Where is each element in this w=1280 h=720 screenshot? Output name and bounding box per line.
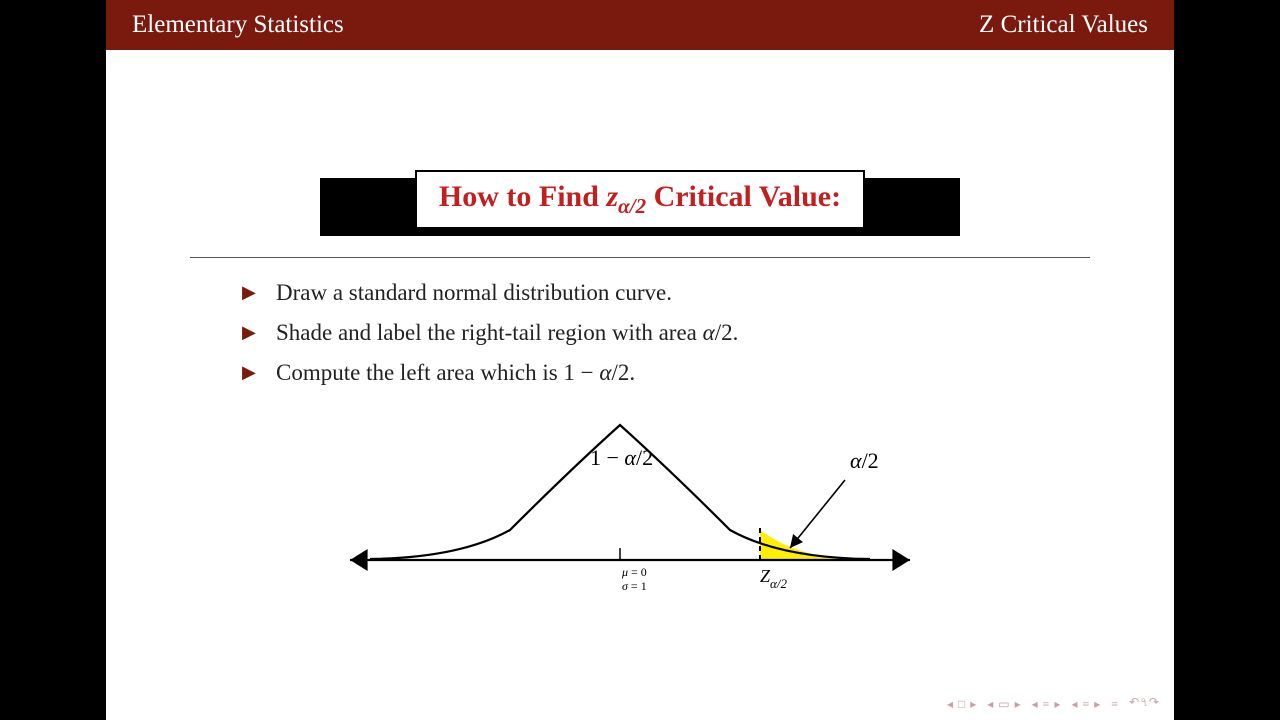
title-symbol-sub: α/2 [618, 194, 646, 218]
beamer-nav: ◂ □ ▸ ◂ ▭ ▸ ◂ ≡ ▸ ◂ ≡ ▸ ≡ ↶৭↷ [947, 694, 1160, 714]
diagram-svg: 1 − α/2 α/2 Zα/2 μ = 0 σ = 1 [340, 400, 940, 600]
z-label: Zα/2 [760, 566, 787, 591]
title-prefix: How to Find [439, 180, 607, 213]
nav-slide-back-icon[interactable]: ◂ ≡ ▸ [1071, 697, 1101, 712]
header-right: Z Critical Values [979, 11, 1148, 39]
list-item: Shade and label the right-tail region wi… [242, 320, 1174, 346]
title-suffix: Critical Value [646, 180, 831, 213]
slide-header: Elementary Statistics Z Critical Values [106, 0, 1174, 50]
nav-frame-back-icon[interactable]: ◂ □ ▸ [947, 697, 977, 712]
nav-mode-icon[interactable]: ≡ [1111, 697, 1119, 712]
nav-undo-icon[interactable]: ↶৭↷ [1129, 694, 1160, 714]
title-container: How to Find zα/2 Critical Value: [106, 170, 1174, 229]
header-left: Elementary Statistics [132, 11, 344, 39]
divider [190, 257, 1090, 258]
normal-distribution-diagram: 1 − α/2 α/2 Zα/2 μ = 0 σ = 1 [340, 400, 940, 600]
slide: Elementary Statistics Z Critical Values … [106, 0, 1174, 720]
tail-label: α/2 [850, 448, 879, 473]
nav-section-back-icon[interactable]: ◂ ≡ ▸ [1032, 697, 1062, 712]
nav-subsection-back-icon[interactable]: ◂ ▭ ▸ [987, 697, 1021, 712]
title-box: How to Find zα/2 Critical Value: [415, 170, 865, 229]
sigma-label: σ = 1 [622, 579, 647, 593]
bullet-list: Draw a standard normal distribution curv… [242, 280, 1174, 386]
title-symbol: z [606, 180, 618, 213]
label-arrow [790, 480, 845, 548]
center-label: 1 − α/2 [590, 445, 653, 470]
list-item: Compute the left area which is 1 − α/2. [242, 360, 1174, 386]
mu-label: μ = 0 [621, 565, 647, 579]
shaded-tail [760, 530, 900, 560]
list-item: Draw a standard normal distribution curv… [242, 280, 1174, 306]
